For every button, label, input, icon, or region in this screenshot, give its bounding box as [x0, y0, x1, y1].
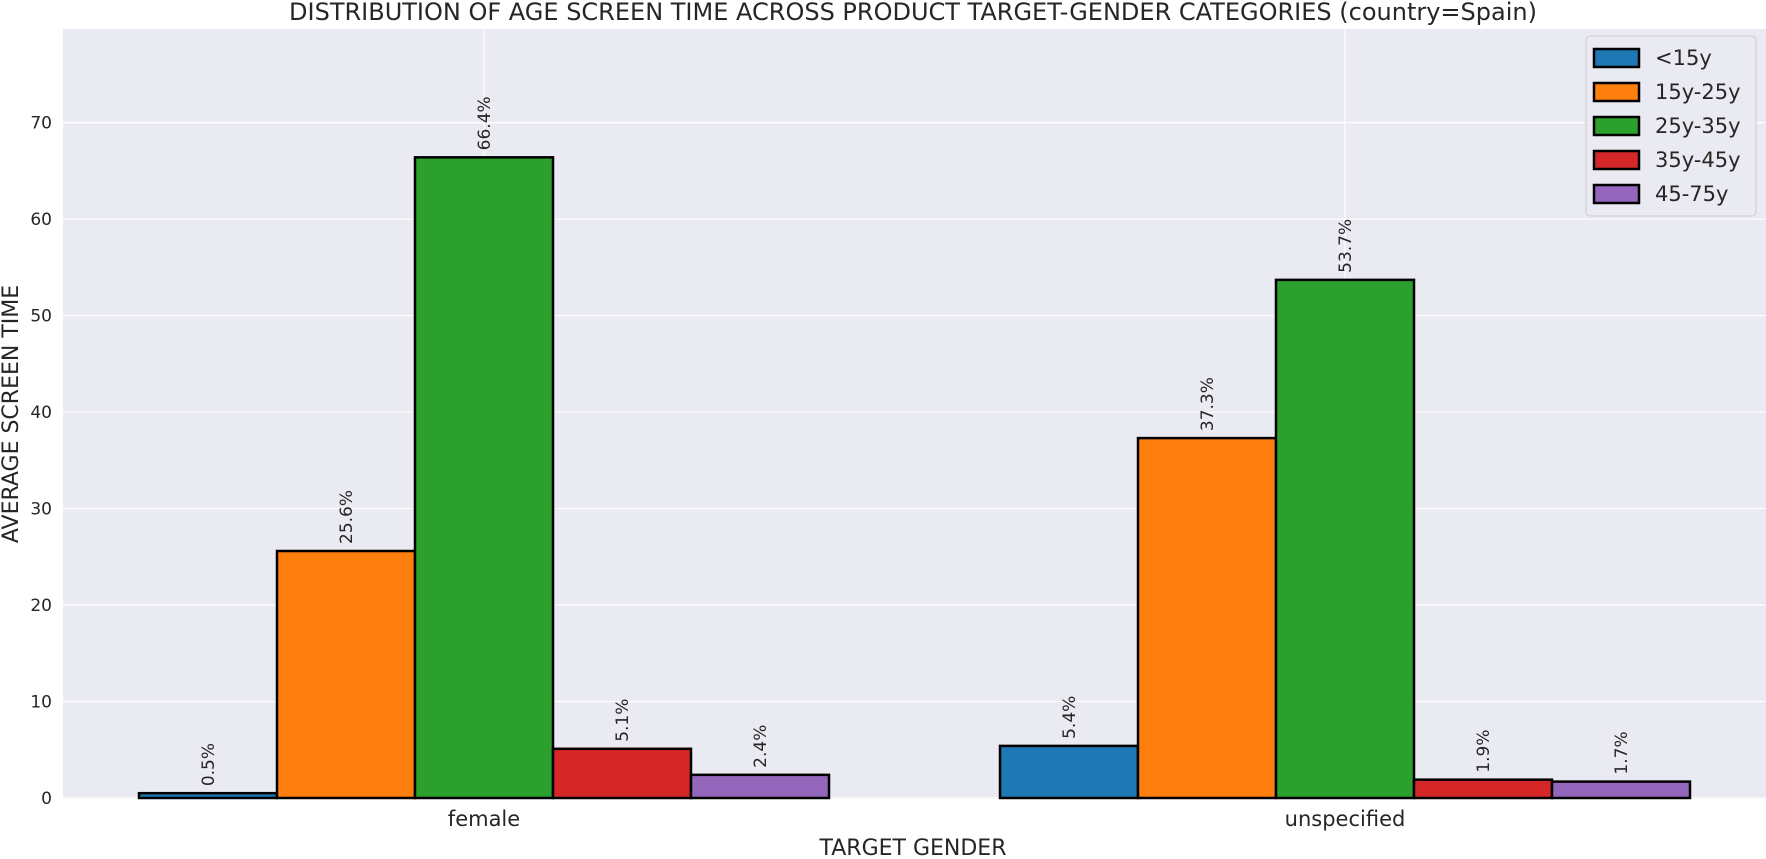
bar-unspecified-4	[1550, 780, 1692, 800]
y-tick-label: 40	[30, 403, 52, 423]
bars-group	[137, 156, 1692, 800]
legend-swatch	[1592, 47, 1641, 69]
legend-frame	[1585, 35, 1757, 217]
legend-label: 45-75y	[1655, 182, 1728, 206]
bar-unspecified-0	[998, 744, 1140, 800]
legend-swatch	[1592, 81, 1641, 103]
bar-value-label: 53.7%	[1336, 219, 1356, 273]
legend: <15y 15y-25y 25y-35y 35y-45y 45-75y	[1585, 35, 1757, 217]
legend-swatch	[1592, 183, 1641, 205]
x-axis-label: TARGET GENDER	[819, 836, 1007, 859]
x-tick-label-female: female	[448, 807, 520, 831]
bar-value-label: 25.6%	[337, 490, 357, 544]
bar-unspecified-1	[1136, 436, 1278, 800]
bar-unspecified-2	[1274, 278, 1416, 800]
bar-value-label: 5.4%	[1060, 696, 1080, 739]
bar-value-label: 2.4%	[751, 725, 771, 768]
y-tick-label: 10	[30, 693, 52, 713]
legend-label: 35y-45y	[1655, 148, 1741, 172]
legend-label: <15y	[1655, 46, 1712, 70]
bar-female-2	[413, 156, 555, 800]
bar-value-label: 37.3%	[1198, 377, 1218, 431]
bar-female-0	[137, 791, 279, 800]
x-tick-label-unspecified: unspecified	[1285, 807, 1406, 831]
y-axis-label: AVERAGE SCREEN TIME	[0, 285, 24, 543]
y-tick-label: 50	[30, 307, 52, 327]
y-tick-label: 70	[30, 114, 52, 134]
x-axis-ticks: female unspecified	[448, 807, 1406, 831]
bar-value-label: 5.1%	[613, 699, 633, 742]
bar-value-label: 66.4%	[475, 96, 495, 150]
y-tick-label: 30	[30, 500, 52, 520]
y-tick-label: 20	[30, 596, 52, 616]
bar-female-1	[275, 549, 417, 800]
bar-value-label: 1.7%	[1612, 731, 1632, 774]
bar-female-3	[551, 747, 693, 800]
legend-swatch	[1592, 149, 1641, 171]
legend-swatch	[1592, 115, 1641, 137]
legend-label: 15y-25y	[1655, 80, 1741, 104]
bar-value-label: 1.9%	[1474, 729, 1494, 772]
y-tick-label: 60	[30, 210, 52, 230]
bar-value-label: 0.5%	[199, 743, 219, 786]
bar-female-4	[689, 773, 831, 800]
y-axis-ticks: 0 10 20 30 40 50 60 70	[30, 114, 52, 809]
y-tick-label: 0	[41, 789, 52, 809]
bar-unspecified-3	[1412, 778, 1554, 800]
chart-title: DISTRIBUTION OF AGE SCREEN TIME ACROSS P…	[289, 0, 1537, 26]
legend-label: 25y-35y	[1655, 114, 1741, 138]
bar-labels-group: 0.5% 25.6% 66.4% 5.1% 2.4% 5.4% 37.3% 53.7% 1.9%…	[199, 96, 1632, 786]
